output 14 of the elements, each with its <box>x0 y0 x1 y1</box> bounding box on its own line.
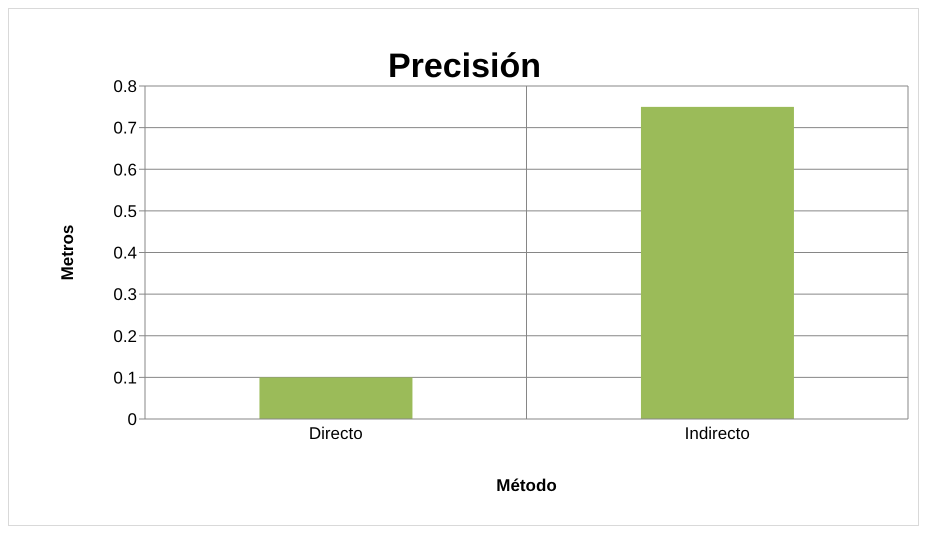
y-axis-title: Metros <box>58 224 78 280</box>
y-tick-label: 0.4 <box>113 244 137 263</box>
y-tick-label: 0 <box>128 410 137 430</box>
chart-title: Precisión <box>388 47 542 85</box>
y-tick-label: 0.2 <box>113 326 137 346</box>
y-tick-label: 0.3 <box>113 285 137 304</box>
y-tick-label: 0.6 <box>113 160 137 180</box>
y-tick-label: 0.8 <box>113 77 137 96</box>
x-axis-title: Método <box>496 476 557 496</box>
y-tick-label: 0.1 <box>113 368 137 388</box>
y-tick-label: 0.7 <box>113 118 137 138</box>
x-tick-label: Indirecto <box>684 424 750 444</box>
x-tick-label: Directo <box>308 424 363 444</box>
y-tick-label: 0.5 <box>113 202 137 221</box>
